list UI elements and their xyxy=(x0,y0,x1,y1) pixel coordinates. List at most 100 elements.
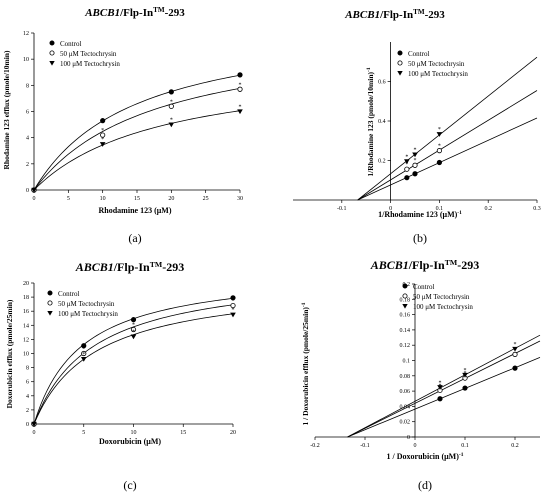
x-tick-label: 20 xyxy=(230,430,236,436)
y-tick-label: 10 xyxy=(23,57,29,63)
x-tick-label: 30 xyxy=(237,196,243,202)
data-point xyxy=(237,109,243,115)
x-tick-label: 15 xyxy=(134,196,140,202)
significance-asterisk: * xyxy=(101,137,104,143)
y-tick-label: 0.4 xyxy=(378,119,386,125)
legend-marker xyxy=(397,70,403,76)
y-axis-label: 1/Rhodamine 123 (pmole/10min)-1 xyxy=(366,67,375,176)
significance-asterisk: * xyxy=(170,99,173,105)
data-point xyxy=(437,385,443,390)
x-tick-label: 0.3 xyxy=(533,206,541,212)
y-tick-label: 0 xyxy=(26,422,29,428)
panel-label: (d) xyxy=(418,478,432,492)
series-line-0 xyxy=(347,357,541,438)
y-tick-label: 6 xyxy=(26,380,29,386)
significance-asterisk: * xyxy=(405,154,408,160)
data-point xyxy=(130,334,137,340)
significance-asterisk: * xyxy=(170,118,173,124)
significance-asterisk: * xyxy=(82,347,85,353)
x-axis-label: 1 / Doxorubicin (μM)-1 xyxy=(387,452,464,461)
panel-d: ABCB1/Flp-InTM-293 -0.2 -0.1 0 0.1 0.2 0 0.02 0.… xyxy=(275,249,550,497)
legend-marker xyxy=(49,50,55,56)
y-tick-label: 0.14 xyxy=(400,328,411,334)
x-tick-label: 0.2 xyxy=(484,206,492,212)
significance-asterisk: * xyxy=(239,105,242,111)
chart-1: ABCB1/Flp-InTM-293 -0.1 0 0.1 0.2 0.3 0.2 0.4 0.… xyxy=(293,8,541,245)
chart-3: ABCB1/Flp-InTM-293 -0.2 -0.1 0 0.1 0.2 0 0.02 0.… xyxy=(301,258,541,492)
x-tick-label: 0 xyxy=(33,196,36,202)
significance-asterisk: * xyxy=(464,368,467,374)
panel-label: (a) xyxy=(128,231,141,245)
x-tick-label: -0.1 xyxy=(337,206,347,212)
significance-asterisk: * xyxy=(464,371,467,377)
significance-asterisk: * xyxy=(132,330,135,336)
panel-c: ABCB1/Flp-InTM-293 0 5 10 15 20 0 2 4 6 8 10 12 14 16 1… xyxy=(0,249,275,497)
legend-marker xyxy=(397,50,403,56)
panel-b: ABCB1/Flp-InTM-293 -0.1 0 0.1 0.2 0.3 0.2 0.4 0.… xyxy=(275,0,550,248)
y-tick-label: 10 xyxy=(23,352,29,358)
y-tick-label: 18 xyxy=(23,295,29,301)
chart-2: ABCB1/Flp-InTM-293 0 5 10 15 20 0 2 4 6 8 10 12 14 16 1… xyxy=(5,260,236,493)
x-tick-label: 10 xyxy=(100,196,106,202)
legend-label: 100 μM Tectochrysin xyxy=(408,70,468,78)
x-tick-label: 0 xyxy=(33,430,36,436)
data-point xyxy=(237,86,243,92)
y-tick-label: 0.16 xyxy=(400,313,411,319)
x-tick-label: 10 xyxy=(131,430,137,436)
series-line-1 xyxy=(33,304,234,425)
data-point xyxy=(462,372,468,378)
data-point xyxy=(168,103,174,109)
data-point xyxy=(412,171,418,177)
y-tick-label: 12 xyxy=(23,337,29,343)
y-tick-label: 0.6 xyxy=(378,80,386,86)
y-tick-label: 2 xyxy=(26,162,29,168)
legend-marker xyxy=(47,300,53,306)
y-tick-label: 20 xyxy=(23,281,29,287)
data-point xyxy=(130,326,137,333)
y-tick-label: 0.06 xyxy=(400,389,411,395)
data-point xyxy=(436,159,442,166)
y-tick-label: 0 xyxy=(407,435,410,441)
data-point xyxy=(404,175,410,181)
x-tick-label: 0 xyxy=(389,206,392,212)
y-tick-label: 0.18 xyxy=(400,297,411,303)
x-tick-label: 0.1 xyxy=(436,206,444,212)
legend-marker xyxy=(397,60,403,66)
legend-label: 50 μM Tectochrysin xyxy=(58,300,115,308)
y-tick-label: 14 xyxy=(23,323,29,329)
data-point xyxy=(230,312,236,318)
data-point xyxy=(237,72,243,78)
significance-asterisk: * xyxy=(232,299,235,305)
significance-asterisk: * xyxy=(439,383,442,389)
legend-marker xyxy=(402,303,408,309)
data-point xyxy=(81,350,87,357)
x-axis-label: Doxorubicin (μM) xyxy=(99,437,161,446)
y-tick-label: 8 xyxy=(26,366,29,372)
x-tick-label: -0.1 xyxy=(360,443,370,449)
data-point xyxy=(31,421,37,427)
series-line-2 xyxy=(33,110,241,191)
y-tick-label: 0.1 xyxy=(403,359,411,365)
y-axis-label: Rhodamine 123 efflux (pmole/10min) xyxy=(2,50,11,169)
data-point xyxy=(404,166,410,172)
x-tick-label: 15 xyxy=(180,430,186,436)
x-tick-label: -0.2 xyxy=(310,443,320,449)
data-point xyxy=(436,132,443,137)
data-point xyxy=(512,365,518,371)
data-point xyxy=(168,89,174,95)
data-point xyxy=(462,385,468,391)
y-tick-label: 0.08 xyxy=(400,374,411,380)
data-point xyxy=(404,159,410,164)
chart-title: ABCB1/Flp-InTM-293 xyxy=(84,6,185,19)
y-tick-label: 6 xyxy=(26,110,29,116)
legend-marker xyxy=(49,60,55,66)
series-line-1 xyxy=(347,340,541,438)
data-point xyxy=(230,302,236,309)
chart-0: ABCB1/Flp-InTM-293 0 5 10 15 20 25 30 0 2 4 6 8 10 12 R… xyxy=(2,6,243,245)
chart-title: ABCB1/Flp-InTM-293 xyxy=(75,260,185,275)
y-tick-label: 4 xyxy=(26,136,29,142)
legend-label: 50 μM Tectochrysin xyxy=(413,293,470,301)
x-tick-label: 0.1 xyxy=(461,443,469,449)
data-point xyxy=(80,357,87,362)
y-tick-label: 0.12 xyxy=(400,343,411,349)
